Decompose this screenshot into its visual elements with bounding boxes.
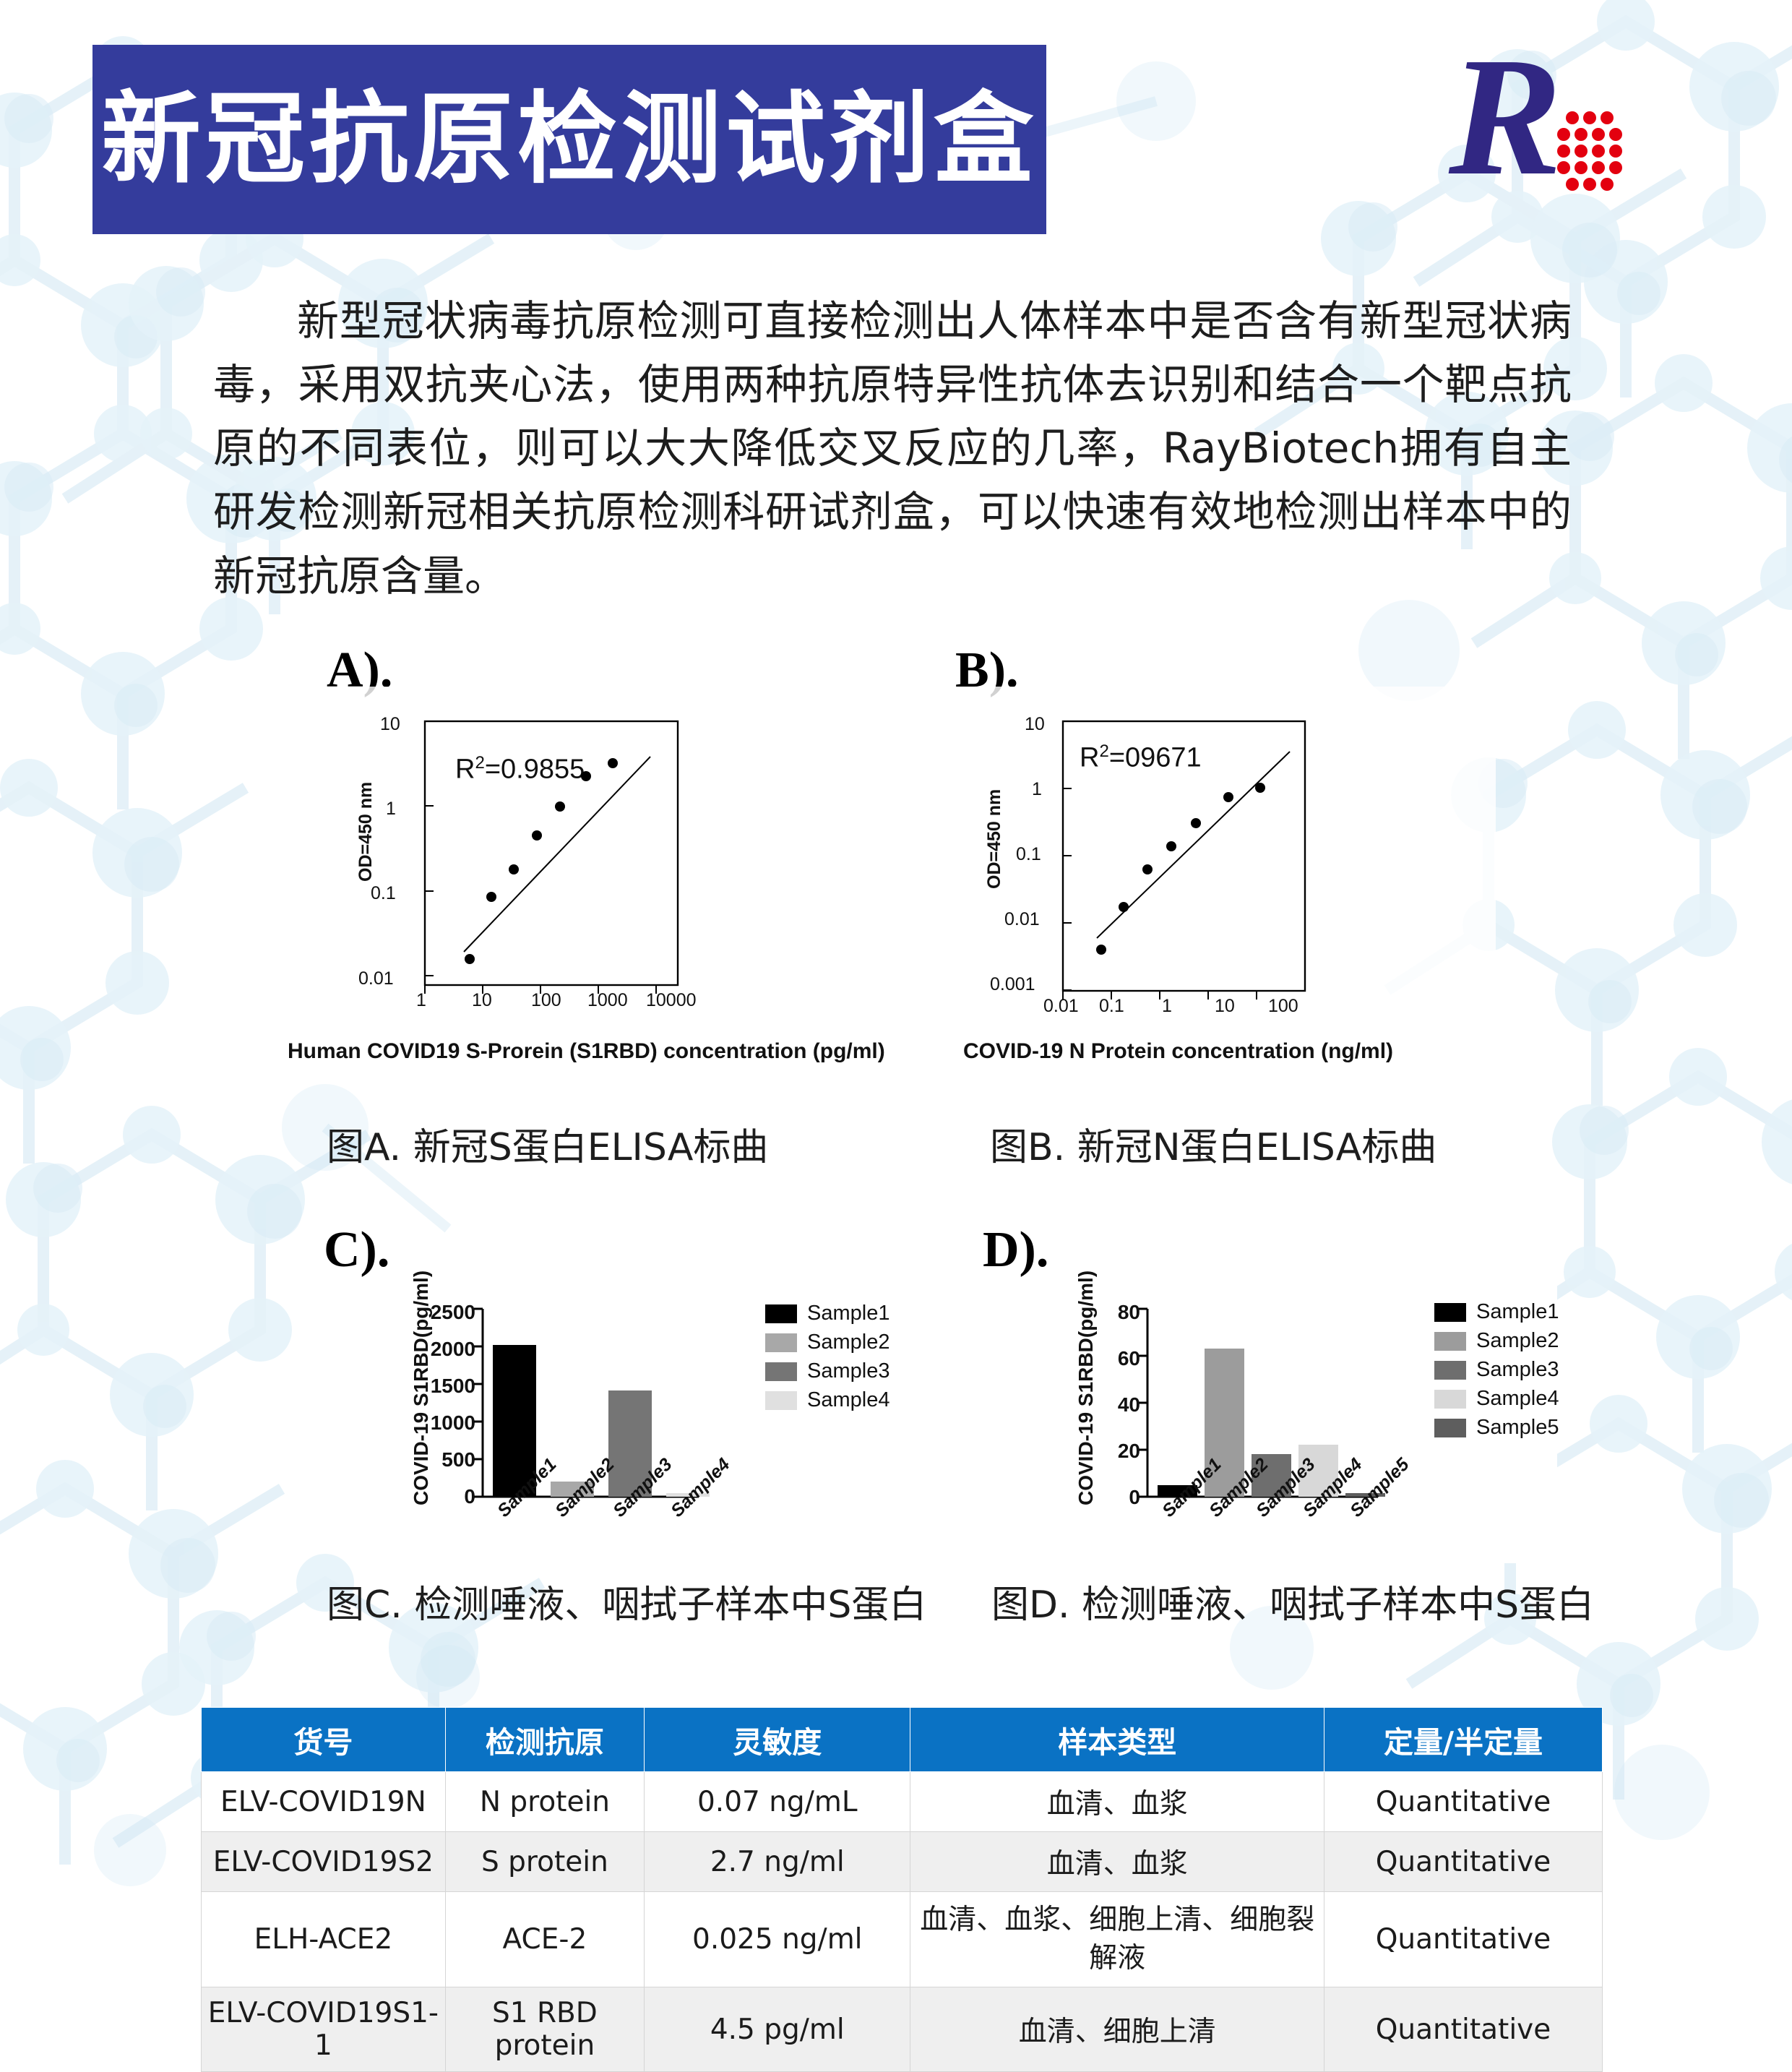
intro-paragraph: 新型冠状病毒抗原检测可直接检测出人体样本中是否含有新型冠状病毒，采用双抗夹心法，… bbox=[213, 296, 1572, 601]
legend-item: Sample1 bbox=[1434, 1300, 1559, 1324]
legend-label: Sample3 bbox=[1476, 1358, 1559, 1381]
cell-sampletype: 血清、血浆、细胞上清、细胞裂解液 bbox=[910, 1891, 1324, 1988]
legend-swatch bbox=[765, 1304, 797, 1323]
chart-b-plot bbox=[1061, 720, 1306, 1000]
table-row: ELV-COVID19S1-1 S1 RBD protein 4.5 pg/ml… bbox=[201, 1987, 1603, 2072]
legend-label: Sample1 bbox=[807, 1302, 890, 1325]
cell-quant: Quantitative bbox=[1323, 1891, 1603, 1988]
legend-item: Sample2 bbox=[765, 1331, 889, 1354]
cell-antigen: S1 RBD protein bbox=[444, 1987, 645, 2072]
legend-swatch bbox=[1434, 1331, 1466, 1351]
legend-item: Sample4 bbox=[1434, 1387, 1559, 1411]
panel-letter-c: C). bbox=[324, 1222, 390, 1278]
legend-label: Sample3 bbox=[807, 1359, 890, 1383]
table-header-row: 货号 检测抗原 灵敏度 样本类型 定量/半定量 bbox=[201, 1707, 1603, 1772]
legend-item: Sample5 bbox=[1434, 1416, 1559, 1440]
table-row: ELV-COVID19N N protein 0.07 ng/mL 血清、血浆 … bbox=[201, 1771, 1603, 1832]
cell-sampletype: 血清、血浆 bbox=[910, 1831, 1324, 1892]
legend-item: Sample4 bbox=[765, 1388, 889, 1412]
cell-catalog: ELV-COVID19S2 bbox=[201, 1831, 446, 1892]
cell-catalog: ELV-COVID19N bbox=[201, 1771, 446, 1832]
legend-swatch bbox=[1434, 1418, 1466, 1437]
cell-quant: Quantitative bbox=[1323, 1987, 1603, 2072]
chart-a: OD=450 nm 10 1 0.1 0.01 1 10 100 1000 10… bbox=[340, 687, 867, 1026]
table-header-sensitivity: 灵敏度 bbox=[644, 1707, 911, 1772]
figure-caption-d: 图D. 检测唾液、咽拭子样本中S蛋白 bbox=[991, 1583, 1595, 1627]
page-title: 新冠抗原检测试剂盒 bbox=[100, 81, 1038, 197]
chart-c-legend: Sample1 Sample2 Sample3 Sample4 bbox=[765, 1302, 889, 1417]
logo-letter-r: R bbox=[1448, 33, 1562, 210]
table-header-antigen: 检测抗原 bbox=[444, 1707, 645, 1772]
chart-c: COVID-19 S1RBD(pg/ml) 2500 2000 1500 100… bbox=[387, 1267, 892, 1563]
raybiotech-logo: R bbox=[1448, 33, 1622, 210]
cell-antigen: S protein bbox=[444, 1831, 645, 1892]
table-header-catalog: 货号 bbox=[201, 1707, 446, 1772]
cell-quant: Quantitative bbox=[1323, 1831, 1603, 1892]
logo-dot-grid bbox=[1557, 111, 1622, 191]
legend-label: Sample4 bbox=[1476, 1387, 1559, 1410]
legend-label: Sample4 bbox=[807, 1388, 890, 1411]
table-row: ELV-COVID19S2 S protein 2.7 ng/ml 血清、血浆 … bbox=[201, 1831, 1603, 1892]
cell-catalog: ELH-ACE2 bbox=[201, 1891, 446, 1988]
legend-swatch bbox=[1434, 1360, 1466, 1380]
legend-swatch bbox=[1434, 1389, 1466, 1409]
legend-label: Sample2 bbox=[1476, 1329, 1559, 1352]
cell-sensitivity: 4.5 pg/ml bbox=[644, 1987, 911, 2072]
cell-antigen: ACE-2 bbox=[444, 1891, 645, 1988]
legend-item: Sample1 bbox=[765, 1302, 889, 1325]
chart-b: OD=450 nm 10 1 0.1 0.01 0.001 0.01 0.1 1… bbox=[968, 687, 1496, 1026]
legend-label: Sample5 bbox=[1476, 1416, 1559, 1439]
product-spec-table: 货号 检测抗原 灵敏度 样本类型 定量/半定量 ELV-COVID19N N p… bbox=[201, 1707, 1603, 2072]
figure-caption-b: 图B. 新冠N蛋白ELISA标曲 bbox=[990, 1126, 1437, 1169]
legend-swatch bbox=[1434, 1302, 1466, 1322]
chart-b-xlabel: COVID-19 N Protein concentration (ng/ml) bbox=[963, 1039, 1394, 1063]
chart-d: COVID-19 S1RBD(pg/ml) 80 60 40 20 0 Samp… bbox=[1051, 1267, 1559, 1563]
legend-item: Sample2 bbox=[1434, 1329, 1559, 1353]
table-header-sampletype: 样本类型 bbox=[910, 1707, 1324, 1772]
cell-sampletype: 血清、血浆 bbox=[910, 1771, 1324, 1832]
legend-item: Sample3 bbox=[765, 1359, 889, 1383]
legend-label: Sample2 bbox=[807, 1331, 890, 1354]
cell-sensitivity: 0.07 ng/mL bbox=[644, 1771, 911, 1832]
table-header-quant: 定量/半定量 bbox=[1323, 1707, 1603, 1772]
figure-caption-a: 图A. 新冠S蛋白ELISA标曲 bbox=[327, 1126, 769, 1169]
cell-sampletype: 血清、细胞上清 bbox=[910, 1987, 1324, 2072]
chart-b-data-points bbox=[1096, 783, 1265, 955]
cell-sensitivity: 0.025 ng/ml bbox=[644, 1891, 911, 1988]
title-banner: 新冠抗原检测试剂盒 bbox=[92, 45, 1046, 234]
panel-letter-d: D). bbox=[983, 1222, 1049, 1278]
cell-sensitivity: 2.7 ng/ml bbox=[644, 1831, 911, 1892]
cell-catalog: ELV-COVID19S1-1 bbox=[201, 1987, 446, 2072]
table-row: ELH-ACE2 ACE-2 0.025 ng/ml 血清、血浆、细胞上清、细胞… bbox=[201, 1891, 1603, 1988]
chart-d-legend: Sample1 Sample2 Sample3 Sample4 Sample5 bbox=[1434, 1300, 1559, 1445]
legend-swatch bbox=[765, 1390, 797, 1410]
chart-a-data-points bbox=[465, 758, 618, 964]
chart-a-plot bbox=[423, 720, 679, 994]
legend-swatch bbox=[765, 1333, 797, 1352]
chart-a-xlabel: Human COVID19 S-Prorein (S1RBD) concentr… bbox=[288, 1039, 885, 1063]
legend-label: Sample1 bbox=[1476, 1300, 1559, 1323]
cell-quant: Quantitative bbox=[1323, 1771, 1603, 1832]
figure-caption-c: 图C. 检测唾液、咽拭子样本中S蛋白 bbox=[327, 1583, 927, 1627]
legend-item: Sample3 bbox=[1434, 1358, 1559, 1382]
legend-swatch bbox=[765, 1362, 797, 1381]
cell-antigen: N protein bbox=[444, 1771, 645, 1832]
poster-page: 新冠抗原检测试剂盒 R 新型冠状病毒抗原检测可直接检测出人体样本中是否含有新型冠… bbox=[92, 33, 1622, 2072]
